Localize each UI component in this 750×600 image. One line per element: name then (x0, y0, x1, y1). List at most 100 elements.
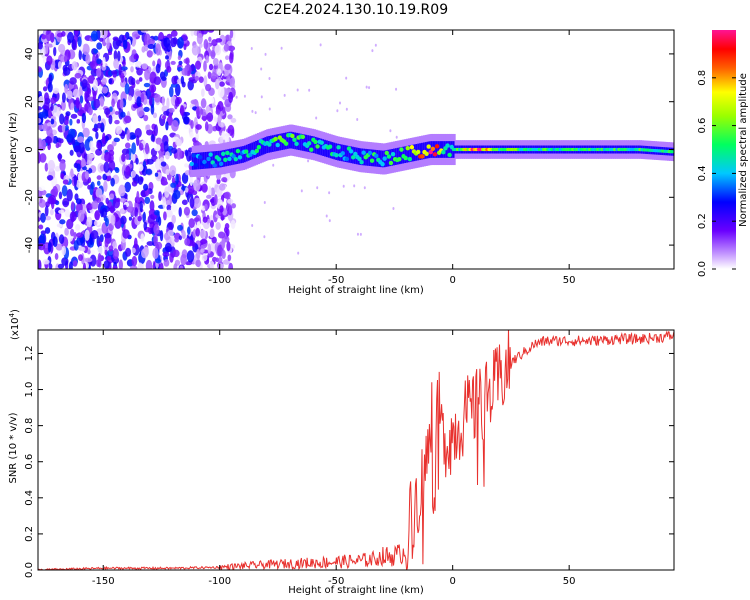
noise-blob (195, 259, 201, 268)
noise-blob (127, 95, 133, 101)
spectrogram-marks (38, 30, 674, 269)
noise-blob (62, 179, 69, 185)
snr-plot-area (38, 330, 674, 570)
noise-blob (65, 111, 71, 117)
noise-blob (138, 111, 145, 116)
ridge-point (399, 147, 404, 152)
noise-blob (64, 209, 71, 218)
noise-blob (272, 163, 275, 167)
noise-blob (135, 90, 142, 97)
ridge-band (350, 146, 354, 164)
noise-blob (221, 177, 228, 183)
noise-blob (96, 175, 102, 180)
noise-blob (328, 191, 331, 195)
noise-blob (204, 203, 208, 210)
noise-blob (250, 46, 253, 50)
noise-blob (168, 107, 175, 113)
noise-blob (193, 197, 202, 209)
x-tick-label: 50 (563, 576, 576, 587)
noise-blob (61, 92, 66, 103)
noise-blob (166, 65, 172, 73)
ridge-point (334, 153, 339, 158)
noise-blob (52, 87, 60, 94)
noise-blob (146, 129, 153, 136)
noise-blob (147, 214, 155, 225)
colorbar-tick-label: 0.2 (697, 213, 708, 229)
noise-blob (183, 124, 191, 130)
y-tick-label: 0.8 (24, 418, 35, 434)
noise-blob (175, 173, 179, 185)
noise-blob (168, 112, 173, 119)
noise-blob (70, 201, 75, 211)
ridge-point (202, 159, 207, 165)
ridge-point (369, 158, 375, 163)
noise-blob (145, 168, 153, 175)
ridge-band (329, 141, 333, 159)
ridge-band (437, 141, 441, 158)
ridge-point (428, 149, 433, 155)
noise-blob (62, 197, 70, 208)
noise-blob (47, 82, 53, 93)
ridge-point (204, 163, 209, 168)
noise-blob (41, 34, 47, 40)
noise-blob (215, 257, 219, 263)
noise-blob (316, 186, 319, 190)
ridge-point (432, 152, 438, 157)
noise-blob (251, 109, 254, 113)
ridge-band (374, 149, 378, 167)
noise-blob (328, 219, 331, 223)
ridge-band (407, 145, 411, 163)
noise-blob (38, 138, 43, 150)
ridge-band (435, 141, 439, 158)
ridge-band (193, 152, 197, 170)
noise-blob (64, 83, 69, 94)
noise-blob (147, 38, 155, 45)
ridge-band (210, 151, 214, 169)
noise-blob (165, 121, 169, 131)
noise-blob (211, 256, 217, 262)
noise-blob (230, 219, 236, 229)
noise-blob (103, 161, 110, 173)
ridge-point (267, 142, 272, 147)
x-tick-label: -150 (92, 275, 115, 286)
ridge-point (290, 133, 295, 139)
noise-blob (112, 265, 118, 269)
noise-blob (371, 49, 374, 53)
ridge-point (244, 149, 249, 154)
noise-blob (39, 233, 46, 246)
noise-blob (219, 34, 226, 46)
noise-blob (114, 119, 120, 125)
ridge-band (379, 150, 383, 168)
noise-blob (71, 61, 78, 71)
ridge-point (237, 155, 243, 160)
noise-blob (189, 176, 193, 187)
noise-blob (217, 68, 222, 77)
ridge-point (336, 145, 341, 150)
noise-blob (208, 185, 212, 198)
spectrogram-panel: -150 -100 -50 0 50 -40 -20 0 20 40 Height of str… (8, 29, 675, 296)
noise-blob (130, 66, 134, 73)
ridge-point (212, 163, 218, 168)
noise-blob (133, 237, 138, 250)
noise-blob (235, 95, 238, 99)
noise-blob (179, 265, 184, 269)
noise-blob (137, 215, 142, 222)
noise-blob (217, 85, 225, 98)
noise-blob (45, 215, 52, 221)
noise-blob (96, 58, 102, 65)
ridge-band (204, 151, 208, 169)
noise-blob (125, 247, 132, 257)
noise-blob (54, 165, 61, 172)
noise-blob (170, 147, 178, 154)
noise-blob (210, 49, 216, 60)
noise-blob (143, 106, 150, 113)
noise-blob (86, 203, 93, 211)
noise-blob (122, 39, 128, 50)
noise-blob (131, 247, 136, 254)
spectrogram-y-ticks: -40 -20 0 20 40 (24, 48, 674, 253)
noise-blob (183, 116, 190, 125)
noise-blob (87, 249, 91, 255)
noise-blob (113, 58, 119, 69)
noise-blob (78, 141, 85, 154)
noise-blob (138, 142, 144, 151)
